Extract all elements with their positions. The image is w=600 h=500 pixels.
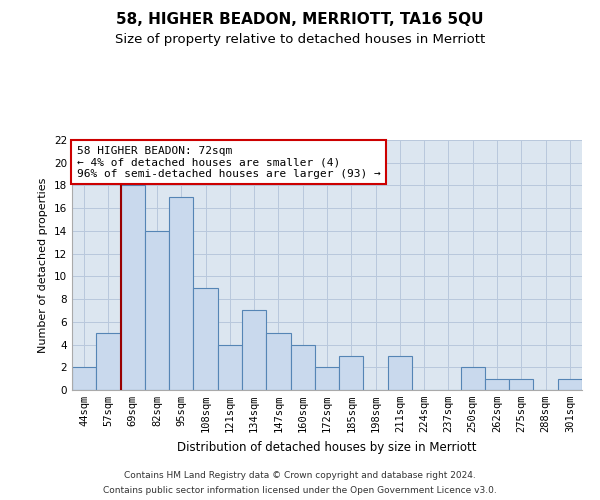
Bar	[218, 344, 242, 390]
Bar	[72, 368, 96, 390]
Text: 58 HIGHER BEADON: 72sqm
← 4% of detached houses are smaller (4)
96% of semi-deta: 58 HIGHER BEADON: 72sqm ← 4% of detached…	[77, 146, 380, 179]
Bar	[266, 333, 290, 390]
Bar	[96, 333, 121, 390]
Bar	[121, 186, 145, 390]
Bar	[461, 368, 485, 390]
Text: Contains public sector information licensed under the Open Government Licence v3: Contains public sector information licen…	[103, 486, 497, 495]
Text: 58, HIGHER BEADON, MERRIOTT, TA16 5QU: 58, HIGHER BEADON, MERRIOTT, TA16 5QU	[116, 12, 484, 28]
Bar	[388, 356, 412, 390]
Bar	[242, 310, 266, 390]
Bar	[193, 288, 218, 390]
Text: Contains HM Land Registry data © Crown copyright and database right 2024.: Contains HM Land Registry data © Crown c…	[124, 471, 476, 480]
Bar	[169, 197, 193, 390]
Bar	[558, 378, 582, 390]
Bar	[485, 378, 509, 390]
Bar	[315, 368, 339, 390]
Bar	[339, 356, 364, 390]
Bar	[145, 231, 169, 390]
Y-axis label: Number of detached properties: Number of detached properties	[38, 178, 49, 352]
Bar	[290, 344, 315, 390]
X-axis label: Distribution of detached houses by size in Merriott: Distribution of detached houses by size …	[177, 440, 477, 454]
Bar	[509, 378, 533, 390]
Text: Size of property relative to detached houses in Merriott: Size of property relative to detached ho…	[115, 32, 485, 46]
